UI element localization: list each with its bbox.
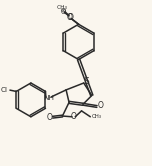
- Text: S: S: [83, 77, 89, 86]
- Text: NH: NH: [43, 95, 54, 101]
- Text: O: O: [71, 112, 77, 121]
- Text: O: O: [67, 13, 72, 22]
- Text: O: O: [61, 8, 66, 14]
- Text: CH₃: CH₃: [92, 114, 102, 119]
- Text: O: O: [97, 101, 103, 110]
- Text: O: O: [47, 113, 53, 122]
- Text: Cl: Cl: [0, 87, 7, 93]
- Text: CH₃: CH₃: [57, 5, 67, 10]
- Text: O: O: [67, 13, 73, 22]
- Text: O: O: [61, 8, 66, 13]
